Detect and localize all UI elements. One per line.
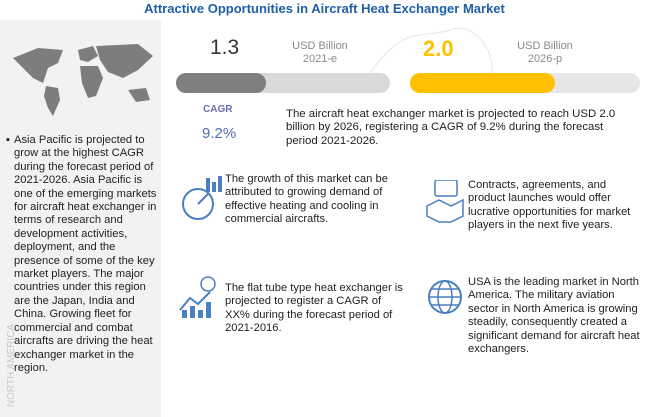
title: Attractive Opportunities in Aircraft Hea… bbox=[144, 1, 505, 16]
insight: Contracts, agreements, and product launc… bbox=[468, 179, 631, 232]
bar-2021 bbox=[176, 73, 266, 93]
metric-unit: USD Billion bbox=[517, 40, 573, 52]
insight: USA is the leading market in North Ameri… bbox=[468, 276, 640, 356]
cagr-value: 9.2% bbox=[202, 125, 237, 142]
icon-chart bbox=[179, 276, 216, 318]
metric-year: 2026-p bbox=[527, 53, 563, 65]
insight: The growth of this market can be attribu… bbox=[225, 173, 388, 226]
insight: The flat tube type heat exchanger is pro… bbox=[225, 282, 403, 335]
metric-unit: USD Billion bbox=[292, 40, 348, 52]
icon-globe bbox=[428, 280, 462, 314]
metric-value: 2.0 bbox=[423, 36, 454, 61]
region-text: ▪ Asia Pacific is projected to grow at th… bbox=[6, 134, 157, 374]
bar-2026 bbox=[410, 73, 555, 93]
world-map bbox=[13, 44, 153, 116]
region-paragraph: Asia Pacific is projected to grow at the… bbox=[14, 134, 157, 374]
summary: The aircraft heat exchanger market is pr… bbox=[286, 108, 616, 147]
metric-value: 1.3 bbox=[210, 36, 240, 59]
cagr-label: CAGR bbox=[203, 104, 233, 115]
metric-year: 2021-e bbox=[302, 53, 338, 65]
bars bbox=[176, 27, 640, 93]
watermark: NORTH AMERICA bbox=[6, 323, 18, 408]
icon-handshake bbox=[426, 180, 464, 223]
icon-gauge bbox=[182, 176, 222, 220]
left-panel: ▪ Asia Pacific is projected to grow at th… bbox=[0, 20, 161, 417]
